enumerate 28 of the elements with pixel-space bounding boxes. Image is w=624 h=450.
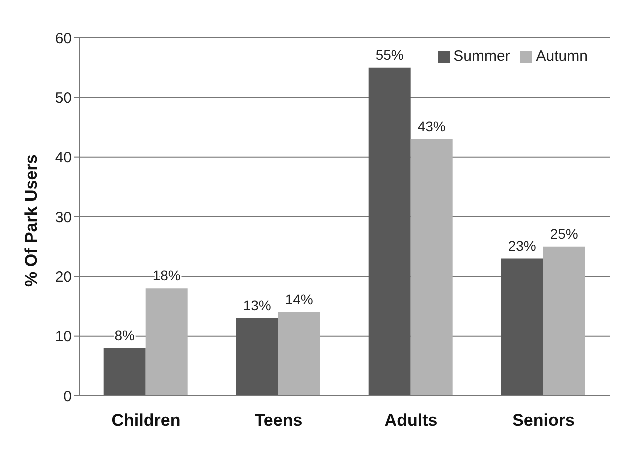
legend-label: Summer [454,48,510,65]
y-tick-label: 40 [55,150,72,167]
bar [410,139,453,396]
data-label: 43% [418,118,446,134]
data-label: 23% [508,238,536,254]
bar [146,288,188,396]
x-tick-label: Adults [384,411,438,430]
x-tick-label: Teens [254,411,303,430]
y-tick-label: 30 [55,209,72,226]
bar [104,348,146,396]
y-tick-label: 50 [55,90,72,107]
y-tick-label: 20 [55,268,72,286]
bar [236,318,278,396]
data-label: 55% [376,46,404,63]
data-label: 14% [285,291,314,308]
y-tick-label: 60 [55,30,72,48]
y-tick-label: 0 [64,388,72,406]
x-tick-label: Children [112,411,181,430]
x-tick-label: Seniors [512,411,575,430]
bar [501,258,544,396]
bar [278,312,320,396]
data-label: 13% [243,297,272,314]
bar [543,246,586,396]
legend-label: Autumn [536,48,588,65]
bar [368,68,411,396]
data-label: 25% [550,226,578,242]
y-axis-title: % Of Park Users [22,154,42,287]
y-tick-label: 10 [55,328,72,346]
